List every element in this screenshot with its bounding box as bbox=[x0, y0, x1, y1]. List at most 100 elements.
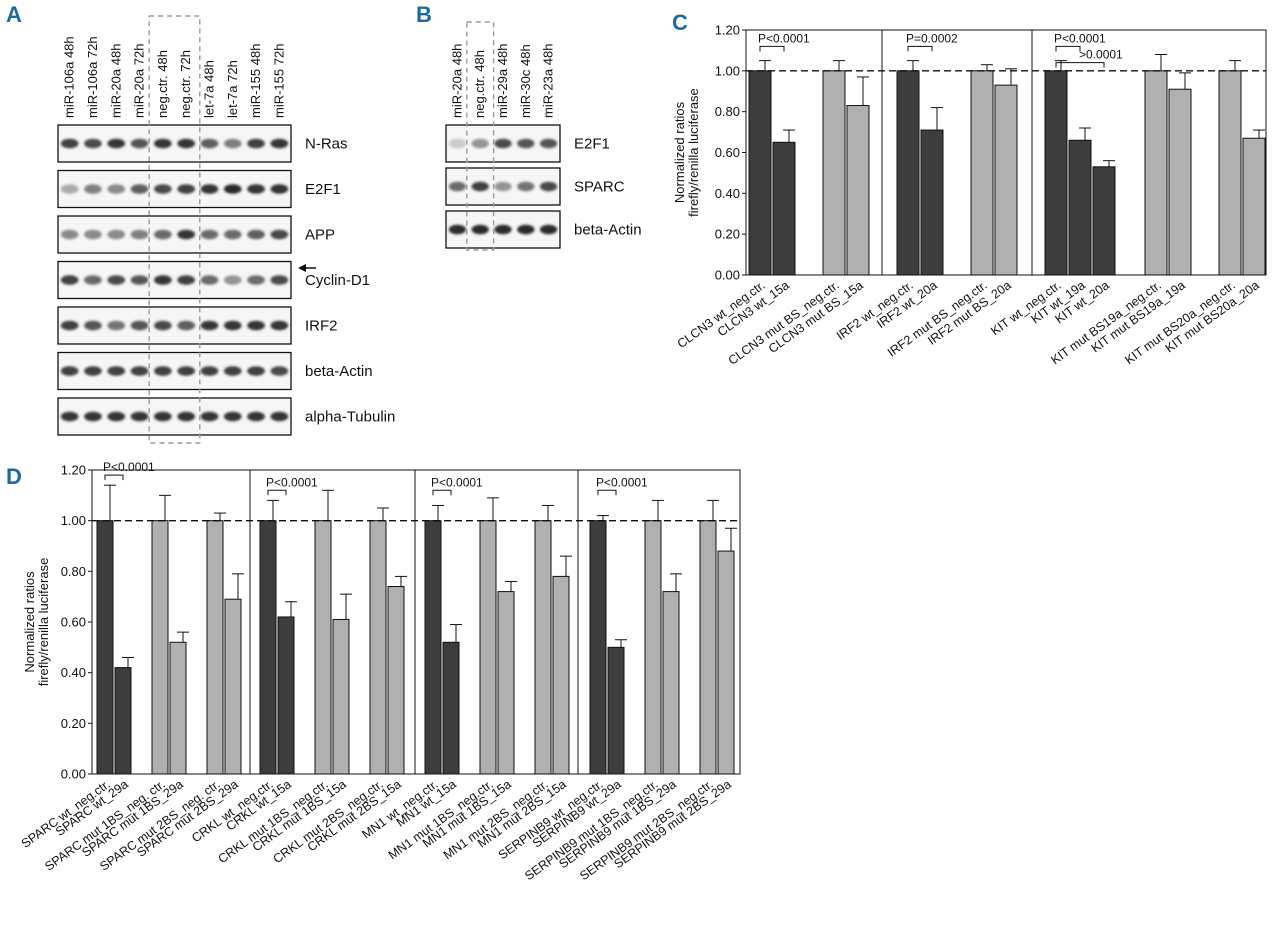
blot-band bbox=[177, 184, 196, 194]
blot-band bbox=[448, 224, 467, 235]
blot-band bbox=[60, 275, 79, 285]
panel-b-protein-label: E2F1 bbox=[574, 136, 610, 153]
panel-a-protein-label: beta-Actin bbox=[305, 363, 373, 380]
y-tick-label: 0.00 bbox=[61, 767, 86, 782]
bar-serpinb9-mut-2bs-neg-ctr bbox=[699, 520, 717, 775]
panel-b-lane-label: neg.ctr. 48h bbox=[472, 50, 487, 118]
significance-bracket bbox=[1055, 62, 1105, 68]
blot-band bbox=[84, 138, 102, 149]
blot-band bbox=[60, 320, 79, 331]
blot-band bbox=[200, 366, 219, 376]
blot-band bbox=[200, 320, 219, 331]
significance-bracket bbox=[104, 474, 124, 481]
blot-band bbox=[130, 184, 149, 194]
panel-a-lane-label: neg.ctr. 72h bbox=[178, 50, 193, 118]
y-tick-label: 0.60 bbox=[61, 615, 86, 630]
blot-band bbox=[539, 138, 558, 149]
p-value-annotation: >0.0001 bbox=[1079, 48, 1123, 62]
y-tick-label: 1.00 bbox=[715, 63, 740, 78]
bar-irf2-mut-bs-neg-ctr bbox=[970, 70, 994, 276]
blot-band bbox=[448, 138, 467, 149]
blot-band bbox=[153, 275, 172, 285]
blot-band bbox=[153, 229, 172, 240]
bar-kit-wt-19a bbox=[1068, 139, 1092, 276]
y-axis-title: Normalized ratios bbox=[22, 571, 37, 673]
significance-bracket bbox=[1055, 45, 1081, 52]
blot-band bbox=[84, 229, 102, 240]
bar-sparc-mut-2bs-29a bbox=[224, 598, 242, 775]
bar-serpinb9-mut-1bs-29a bbox=[662, 591, 680, 775]
p-value-annotation: P<0.0001 bbox=[596, 475, 648, 489]
blot-band bbox=[270, 138, 289, 149]
blot-band bbox=[494, 224, 512, 235]
p-value-annotation: P<0.0001 bbox=[266, 475, 318, 489]
blot-band bbox=[539, 181, 558, 192]
blot-band bbox=[247, 411, 265, 422]
bar-serpinb9-wt-neg-ctr bbox=[589, 520, 607, 775]
bar-irf2-wt-20a bbox=[920, 129, 944, 276]
panel-a-protein-label: APP bbox=[305, 227, 335, 244]
y-axis-title: firefly/renilla luciferase bbox=[36, 558, 51, 687]
y-tick-label: 0.80 bbox=[715, 104, 740, 119]
blot-band bbox=[177, 366, 196, 376]
blot-band bbox=[223, 411, 242, 422]
y-tick-label: 0.40 bbox=[61, 665, 86, 680]
bar-crkl-mut-1bs-15a bbox=[332, 618, 350, 775]
bar-serpinb9-wt-29a bbox=[607, 646, 625, 775]
blot-band bbox=[247, 275, 265, 285]
panel-a-blot-e2f1: E2F1 bbox=[57, 169, 341, 209]
blot-band bbox=[200, 275, 219, 285]
bar-mn1-mut-1bs-15a bbox=[497, 591, 515, 775]
blot-band bbox=[247, 229, 265, 240]
panel-a-lane-label: let-7a 72h bbox=[225, 60, 240, 118]
blot-band bbox=[471, 224, 489, 235]
blot-band bbox=[270, 229, 289, 240]
p-value-annotation: P=0.0002 bbox=[906, 31, 958, 45]
panel-a-protein-label: Cyclin-D1 bbox=[305, 272, 370, 289]
blot-band bbox=[223, 229, 242, 240]
panel-b-western-blot: miR-20a 48h neg.ctr. 48h miR-29a 48h miR-30… bbox=[445, 21, 642, 251]
panel-d-bar-chart: 0.00 0.20 0.40 0.60 0.80 1.00 1.20 Normalized r… bbox=[19, 460, 741, 883]
blot-band bbox=[130, 366, 149, 376]
y-tick-label: 0.40 bbox=[715, 186, 740, 201]
y-tick-label: 0.20 bbox=[61, 716, 86, 731]
blot-band bbox=[270, 411, 289, 422]
blot-band bbox=[84, 275, 102, 285]
bar-kit-mut-bs19a-neg-ctr bbox=[1144, 70, 1168, 276]
blot-band bbox=[130, 275, 149, 285]
panel-b-protein-label: SPARC bbox=[574, 179, 625, 196]
blot-band bbox=[177, 411, 196, 422]
y-tick-label: 0.60 bbox=[715, 145, 740, 160]
bar-kit-wt-neg-ctr bbox=[1044, 70, 1068, 276]
significance-bracket bbox=[597, 489, 617, 496]
panel-a-protein-label: E2F1 bbox=[305, 181, 341, 198]
bar-kit-mut-bs20a-neg-ctr bbox=[1218, 70, 1242, 276]
blot-band bbox=[494, 181, 512, 192]
panel-b-lane-label: miR-23a 48h bbox=[541, 44, 556, 118]
blot-band bbox=[200, 184, 219, 194]
blot-band bbox=[223, 184, 242, 194]
arrowhead-icon bbox=[298, 264, 306, 272]
blot-band bbox=[247, 184, 265, 194]
bar-crkl-mut-2bs-15a bbox=[387, 586, 405, 775]
bar-serpinb9-mut-2bs-29a bbox=[717, 550, 735, 775]
panel-a-lane-label: miR-106a 48h bbox=[62, 36, 77, 118]
blot-band bbox=[270, 366, 289, 376]
p-value-annotation: P<0.0001 bbox=[431, 475, 483, 489]
y-tick-label: 1.00 bbox=[61, 513, 86, 528]
bar-clcn3-mut-bs-15a bbox=[846, 105, 870, 276]
blot-band bbox=[107, 229, 126, 240]
blot-band bbox=[153, 184, 172, 194]
panel-a-lane-label: miR-106a 72h bbox=[85, 36, 100, 118]
blot-band bbox=[84, 366, 102, 376]
bar-crkl-mut-1bs-neg-ctr bbox=[314, 520, 332, 775]
blot-band bbox=[107, 275, 126, 285]
bar-mn1-wt-15a bbox=[442, 641, 460, 775]
panel-label-c: C bbox=[672, 10, 688, 35]
bar-clcn3-wt-neg-ctr bbox=[748, 70, 772, 276]
panel-b-lane-label: miR-29a 48h bbox=[495, 44, 510, 118]
y-tick-label: 0.20 bbox=[715, 227, 740, 242]
bar-irf2-wt-neg-ctr bbox=[896, 70, 920, 276]
